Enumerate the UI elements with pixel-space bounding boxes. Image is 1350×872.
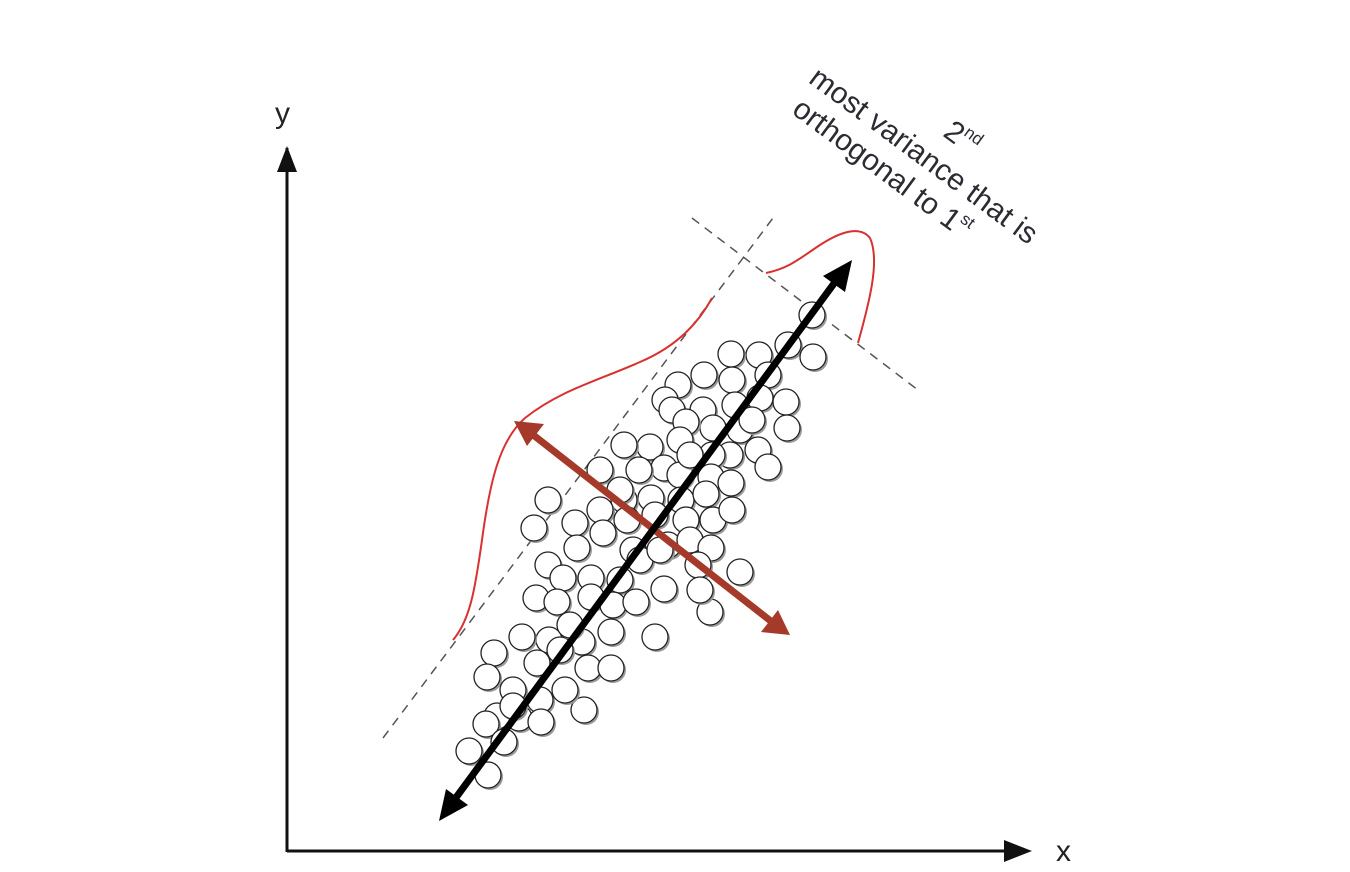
scatter-point xyxy=(527,708,555,736)
scatter-point xyxy=(754,453,782,481)
distribution-curve-2nd xyxy=(452,297,713,641)
scatter-point xyxy=(520,514,548,542)
scatter-point xyxy=(597,618,625,646)
scatter-point xyxy=(534,486,562,514)
y-axis-arrowhead xyxy=(277,146,297,172)
scatter-point xyxy=(543,588,571,616)
scatter-point xyxy=(610,431,638,459)
scatter-point xyxy=(799,343,827,371)
distribution-curve-1st xyxy=(765,230,876,344)
scatter-point xyxy=(508,623,536,651)
first-component-arrowhead-top xyxy=(823,260,852,292)
y-axis-label: y xyxy=(275,97,290,130)
scatter-point xyxy=(561,509,589,537)
scatter-point xyxy=(717,469,745,497)
scatter-point xyxy=(570,696,598,724)
scatter-point xyxy=(480,639,508,667)
distribution-curves xyxy=(452,230,876,641)
scatter-point xyxy=(738,406,766,434)
x-axis-label: x xyxy=(1056,835,1071,868)
scatter-point xyxy=(726,558,754,586)
scatter-point xyxy=(589,519,617,547)
scatter-point xyxy=(622,588,650,616)
scatter-point xyxy=(473,663,501,691)
scatter-point xyxy=(563,534,591,562)
scatter-point xyxy=(586,496,614,524)
second-component-arrowhead-bottom xyxy=(761,610,790,635)
axes: y x xyxy=(275,97,1071,868)
x-axis-arrowhead xyxy=(1004,840,1032,862)
scatter-point xyxy=(472,710,500,738)
scatter-point xyxy=(717,340,745,368)
scatter-point xyxy=(690,361,718,389)
scatter-point xyxy=(625,456,653,484)
scatter-point xyxy=(455,737,483,765)
scatter-point xyxy=(641,623,669,651)
scatter-point xyxy=(650,575,678,603)
scatter-point xyxy=(551,676,579,704)
guide-line-parallel xyxy=(382,217,774,739)
first-component-shaft xyxy=(449,275,841,806)
scatter-point xyxy=(676,441,704,469)
second-component-arrowhead-top xyxy=(514,421,544,446)
guide-lines xyxy=(382,217,919,739)
scatter-point xyxy=(574,654,602,682)
scatter-point xyxy=(523,649,551,677)
scatter-point xyxy=(597,654,625,682)
scatter-point xyxy=(686,576,714,604)
scatter-point xyxy=(718,366,746,394)
scatter-point xyxy=(692,480,720,508)
first-component-arrowhead-bottom xyxy=(439,789,468,821)
scatter-point xyxy=(772,388,800,416)
scatter-point xyxy=(773,414,801,442)
scatter-points xyxy=(455,301,828,790)
scatter-point xyxy=(549,564,577,592)
first-component-arrow xyxy=(439,260,852,821)
scatter-point xyxy=(718,496,746,524)
